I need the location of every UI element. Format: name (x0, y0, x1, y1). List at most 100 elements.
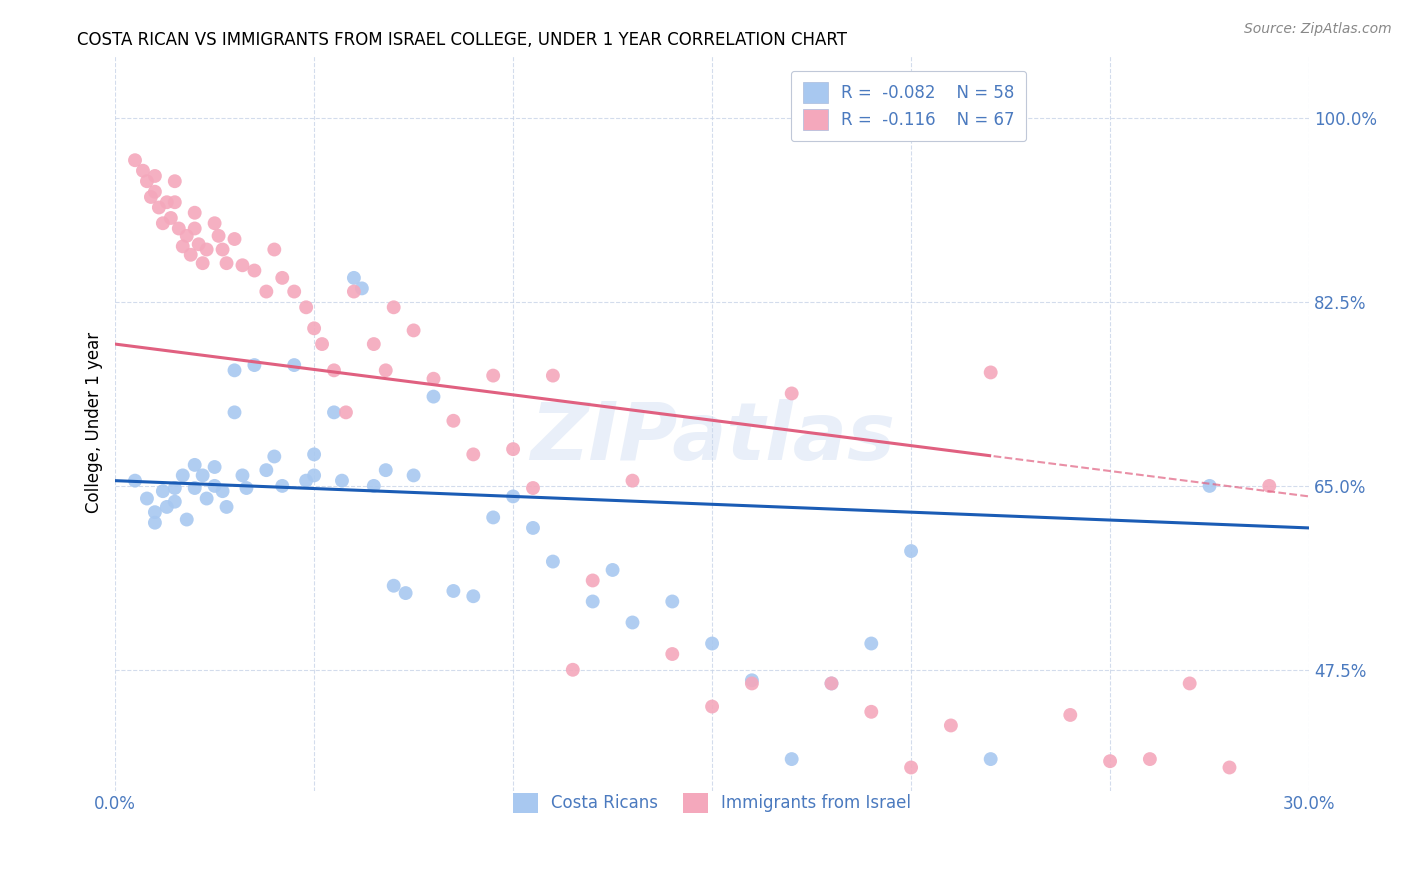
Point (441, 584, 464, 599)
Point (820, 676, 842, 690)
Point (582, 574, 605, 588)
Point (780, 752, 803, 766)
Point (1218, 760, 1240, 774)
Point (602, 563, 624, 577)
Point (402, 468, 425, 483)
Point (1178, 676, 1201, 690)
Point (143, 169, 166, 183)
Point (860, 705, 883, 719)
Point (191, 468, 214, 483)
Point (231, 258, 253, 272)
Point (522, 481, 544, 495)
Text: COSTA RICAN VS IMMIGRANTS FROM ISRAEL COLLEGE, UNDER 1 YEAR CORRELATION CHART: COSTA RICAN VS IMMIGRANTS FROM ISRAEL CO… (77, 31, 848, 49)
Point (482, 510, 505, 524)
Point (183, 205, 205, 219)
Point (254, 463, 277, 477)
Point (582, 594, 605, 608)
Point (283, 285, 305, 299)
Point (156, 195, 179, 210)
Point (661, 594, 683, 608)
Point (172, 239, 194, 253)
Point (176, 228, 198, 243)
Point (330, 474, 353, 488)
Point (621, 615, 644, 630)
Point (143, 505, 166, 519)
Point (124, 153, 146, 168)
Point (152, 216, 174, 230)
Point (350, 281, 373, 295)
Legend: Costa Ricans, Immigrants from Israel: Costa Ricans, Immigrants from Israel (499, 780, 925, 826)
Point (335, 405, 357, 419)
Point (302, 321, 325, 335)
Point (780, 386, 803, 401)
Point (422, 390, 444, 404)
Point (980, 752, 1002, 766)
Point (441, 414, 464, 428)
Point (1258, 479, 1281, 493)
Point (204, 216, 226, 230)
Point (1099, 754, 1122, 768)
Point (139, 190, 162, 204)
Point (502, 442, 524, 457)
Point (402, 323, 425, 337)
Point (231, 468, 253, 483)
Point (900, 544, 922, 558)
Point (143, 185, 166, 199)
Point (195, 243, 218, 257)
Point (363, 337, 385, 351)
Point (191, 256, 214, 270)
Point (374, 363, 396, 377)
Point (343, 271, 366, 285)
Point (271, 479, 294, 493)
Point (215, 256, 238, 270)
Point (1139, 752, 1161, 766)
Point (224, 363, 246, 377)
Point (541, 368, 564, 383)
Point (243, 263, 266, 277)
Point (541, 555, 564, 569)
Point (136, 174, 159, 188)
Point (224, 232, 246, 246)
Point (167, 221, 190, 235)
Point (152, 484, 174, 499)
Point (621, 474, 644, 488)
Point (661, 647, 683, 661)
Point (163, 494, 186, 508)
Point (187, 237, 209, 252)
Point (172, 468, 194, 483)
Point (422, 372, 444, 386)
Point (395, 586, 418, 600)
Point (271, 271, 294, 285)
Point (204, 479, 226, 493)
Point (204, 460, 226, 475)
Point (363, 479, 385, 493)
Point (374, 463, 396, 477)
Point (159, 211, 181, 225)
Point (302, 468, 325, 483)
Point (502, 490, 524, 504)
Point (522, 521, 544, 535)
Point (1059, 708, 1081, 723)
Point (254, 285, 277, 299)
Point (143, 516, 166, 530)
Point (700, 636, 723, 650)
Point (183, 221, 205, 235)
Point (195, 491, 218, 506)
Point (163, 481, 186, 495)
Point (163, 195, 186, 210)
Point (980, 366, 1002, 380)
Point (132, 163, 155, 178)
Point (295, 474, 318, 488)
Point (283, 358, 305, 372)
Point (741, 673, 763, 688)
Point (482, 368, 505, 383)
Point (741, 676, 763, 690)
Point (463, 589, 485, 603)
Point (382, 579, 405, 593)
Point (148, 201, 170, 215)
Point (183, 481, 205, 495)
Point (215, 500, 238, 514)
Point (207, 228, 229, 243)
Point (343, 285, 366, 299)
Y-axis label: College, Under 1 year: College, Under 1 year (86, 333, 103, 514)
